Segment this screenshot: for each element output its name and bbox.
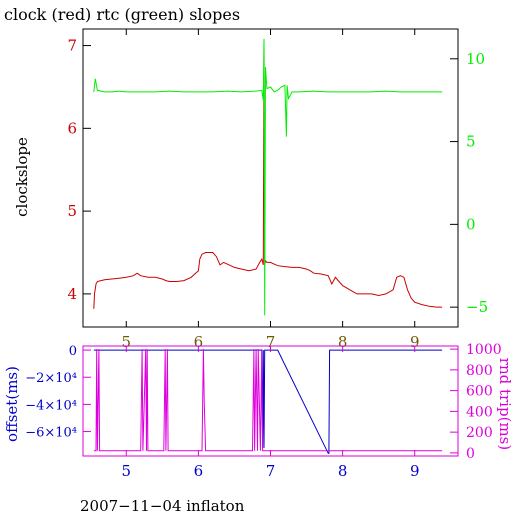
slope-chart: 5 6 7 8 9 4 5 6 7 −5 0 5 10 clockslope xyxy=(13,28,488,351)
series-line-magenta xyxy=(93,349,443,452)
y2-tick-label: 400 xyxy=(466,404,493,420)
offset-chart: 5 6 7 8 9 0 −2×10⁴ −4×10⁴ −6×10⁴ 0 200 400 600 800 100… xyxy=(3,342,512,480)
footer-label: 2007−11−04 inflaton xyxy=(80,497,245,512)
y-tick-label: −2×10⁴ xyxy=(25,371,77,386)
slope-axes-layer: 5 6 7 8 9 4 5 6 7 −5 0 5 10 xyxy=(67,29,488,351)
y-tick-label: 7 xyxy=(67,37,77,55)
x-tick-label: 6 xyxy=(194,333,204,351)
y2-tick-label: 5 xyxy=(466,133,476,151)
series-line-green xyxy=(93,38,443,316)
x-tick-label: 8 xyxy=(338,462,348,480)
y2-tick-label: 600 xyxy=(466,384,493,400)
slope-ylabel: clockslope xyxy=(13,137,31,217)
slope-series-layer xyxy=(93,38,443,316)
roundtrip-ylabel: rnd trip(ms) xyxy=(496,358,512,450)
offset-series-layer xyxy=(93,349,443,454)
x-tick-label: 5 xyxy=(121,462,131,480)
x-tick-label: 9 xyxy=(410,333,420,351)
x-tick-label: 6 xyxy=(194,462,204,480)
y-tick-label: 6 xyxy=(67,119,77,137)
x-tick-label: 5 xyxy=(121,333,131,351)
x-tick-label: 8 xyxy=(338,333,348,351)
chart-title: clock (red) rtc (green) slopes xyxy=(4,5,240,24)
y2-tick-label: 1000 xyxy=(466,342,502,358)
y-tick-label: 4 xyxy=(67,285,77,303)
y2-tick-label: −5 xyxy=(466,298,488,316)
y2-tick-label: 800 xyxy=(466,363,493,379)
y2-tick-label: 10 xyxy=(466,50,485,68)
y-tick-label: −6×10⁴ xyxy=(25,426,77,441)
x-tick-label: 7 xyxy=(266,333,276,351)
offset-ylabel: offset(ms) xyxy=(3,366,21,442)
slope-chart-frame xyxy=(82,28,459,328)
y-tick-label: 5 xyxy=(67,202,77,220)
x-tick-label: 9 xyxy=(410,462,420,480)
offset-chart-frame xyxy=(82,345,459,457)
offset-axes-layer: 5 6 7 8 9 0 −2×10⁴ −4×10⁴ −6×10⁴ 0 200 400 600 800 100… xyxy=(25,342,501,480)
y2-tick-label: 0 xyxy=(466,215,476,233)
y2-tick-label: 200 xyxy=(466,425,493,441)
y-tick-label: −4×10⁴ xyxy=(25,398,77,413)
series-line-red xyxy=(93,41,443,309)
y-tick-label: 0 xyxy=(69,344,77,359)
y2-tick-label: 0 xyxy=(466,446,475,462)
x-tick-label: 7 xyxy=(266,462,276,480)
